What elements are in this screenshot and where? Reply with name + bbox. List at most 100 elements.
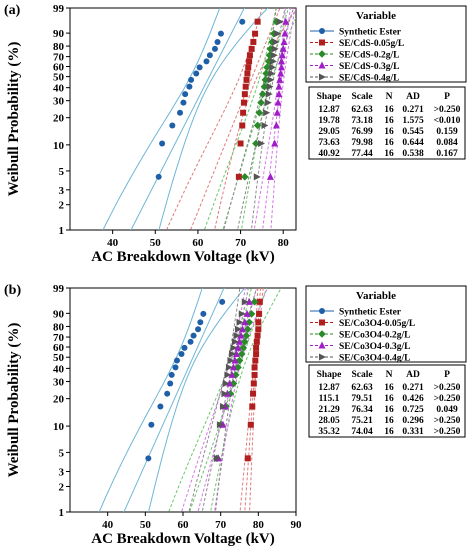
legend-box bbox=[305, 5, 467, 83]
y-tick-label: 80 bbox=[53, 41, 65, 53]
stats-cell: 79.51 bbox=[351, 394, 373, 404]
data-point-3 bbox=[234, 343, 242, 351]
data-point-4 bbox=[219, 403, 227, 411]
stats-table-box bbox=[308, 86, 466, 160]
data-point-4 bbox=[234, 325, 242, 333]
data-point-4 bbox=[258, 139, 266, 147]
data-point-2 bbox=[237, 350, 246, 358]
data-point-3 bbox=[239, 325, 247, 333]
data-point-1 bbox=[254, 18, 261, 25]
data-point-1 bbox=[253, 344, 260, 351]
ci-lower-2 bbox=[168, 288, 252, 512]
data-point-1 bbox=[243, 76, 250, 83]
data-point-1 bbox=[242, 83, 249, 90]
stats-cell: 35.32 bbox=[318, 427, 340, 437]
data-point-2 bbox=[260, 82, 269, 91]
stats-cell: 21.29 bbox=[318, 405, 340, 415]
data-point-2 bbox=[253, 121, 262, 130]
data-point-1 bbox=[244, 455, 251, 462]
x-tick-label: 80 bbox=[253, 519, 265, 531]
x-tick-label: 70 bbox=[235, 237, 247, 249]
data-point-0 bbox=[159, 140, 166, 147]
data-point-4 bbox=[263, 109, 271, 117]
stats-cell: 0.271 bbox=[402, 105, 424, 115]
y-tick-label: 70 bbox=[53, 332, 65, 344]
stats-cell: 40.92 bbox=[318, 149, 340, 159]
data-point-1 bbox=[237, 140, 244, 147]
stats-cell: 73.18 bbox=[351, 116, 373, 126]
stats-cell: 16 bbox=[384, 416, 394, 426]
stats-cell: 73.63 bbox=[318, 138, 340, 148]
fit-line-0 bbox=[130, 8, 245, 230]
legend-marker-0 bbox=[319, 28, 325, 34]
ci-upper-0 bbox=[148, 288, 246, 512]
data-point-1 bbox=[241, 91, 248, 98]
ci-lower-1 bbox=[165, 8, 263, 230]
x-tick-label: 70 bbox=[215, 519, 227, 531]
ci-lower-3 bbox=[253, 8, 286, 230]
stats-cell: 74.04 bbox=[351, 427, 373, 437]
data-point-4 bbox=[230, 344, 238, 352]
legend-label: SE/CdS-0.4g/L bbox=[339, 74, 399, 84]
stats-cell: >0.250 bbox=[434, 427, 461, 437]
data-point-2 bbox=[257, 98, 265, 107]
data-point-0 bbox=[157, 403, 164, 410]
stats-cell: 1.575 bbox=[402, 116, 424, 126]
legend-marker-2 bbox=[318, 330, 326, 338]
data-point-0 bbox=[178, 351, 185, 358]
data-point-0 bbox=[200, 310, 207, 317]
data-point-1 bbox=[250, 380, 257, 387]
data-point-1 bbox=[244, 70, 251, 77]
data-point-3 bbox=[275, 90, 283, 98]
ci-lower-4 bbox=[188, 288, 241, 512]
data-point-0 bbox=[203, 58, 210, 65]
data-point-3 bbox=[279, 44, 287, 52]
stats-header: P bbox=[444, 370, 450, 380]
plot-frame bbox=[69, 7, 297, 231]
data-point-4 bbox=[276, 18, 284, 26]
stats-cell: 16 bbox=[384, 127, 394, 137]
data-point-4 bbox=[267, 76, 275, 84]
data-point-4 bbox=[266, 83, 274, 91]
stats-cell: 0.538 bbox=[402, 149, 424, 159]
data-point-3 bbox=[272, 121, 280, 129]
y-tick-label: 3 bbox=[59, 185, 65, 197]
data-point-3 bbox=[281, 29, 289, 37]
data-point-2 bbox=[265, 51, 274, 60]
y-tick-label: 30 bbox=[53, 96, 65, 108]
data-point-1 bbox=[253, 351, 260, 358]
data-point-2 bbox=[262, 69, 270, 78]
data-point-0 bbox=[196, 64, 203, 71]
data-point-0 bbox=[239, 18, 246, 25]
stats-cell: 0.644 bbox=[402, 138, 424, 148]
ci-upper-3 bbox=[270, 8, 296, 230]
legend-marker-4 bbox=[319, 73, 326, 81]
y-tick-label: 80 bbox=[53, 321, 65, 333]
ci-lower-2 bbox=[203, 8, 277, 230]
data-point-1 bbox=[249, 403, 256, 410]
data-point-0 bbox=[180, 99, 187, 106]
data-point-0 bbox=[173, 357, 180, 364]
stats-header: P bbox=[444, 92, 450, 102]
data-point-1 bbox=[248, 45, 255, 52]
stats-cell: 28.05 bbox=[318, 416, 340, 426]
data-point-2 bbox=[250, 298, 259, 306]
data-point-4 bbox=[233, 332, 241, 340]
data-point-1 bbox=[252, 357, 259, 364]
stats-cell: 62.63 bbox=[351, 105, 373, 115]
stats-cell: 76.99 bbox=[351, 127, 373, 137]
data-point-1 bbox=[251, 371, 258, 378]
stats-cell: >0.250 bbox=[434, 105, 461, 115]
data-point-0 bbox=[155, 173, 162, 180]
data-point-0 bbox=[172, 364, 179, 371]
stats-cell: 0.084 bbox=[436, 138, 458, 148]
y-tick-label: 2 bbox=[59, 200, 65, 212]
stats-cell: 0.167 bbox=[436, 149, 458, 159]
y-tick-label: 1 bbox=[59, 225, 65, 237]
plot-frame bbox=[69, 287, 297, 513]
stats-cell: 16 bbox=[384, 383, 394, 393]
stats-cell: 16 bbox=[384, 105, 394, 115]
stats-cell: 79.98 bbox=[351, 138, 373, 148]
